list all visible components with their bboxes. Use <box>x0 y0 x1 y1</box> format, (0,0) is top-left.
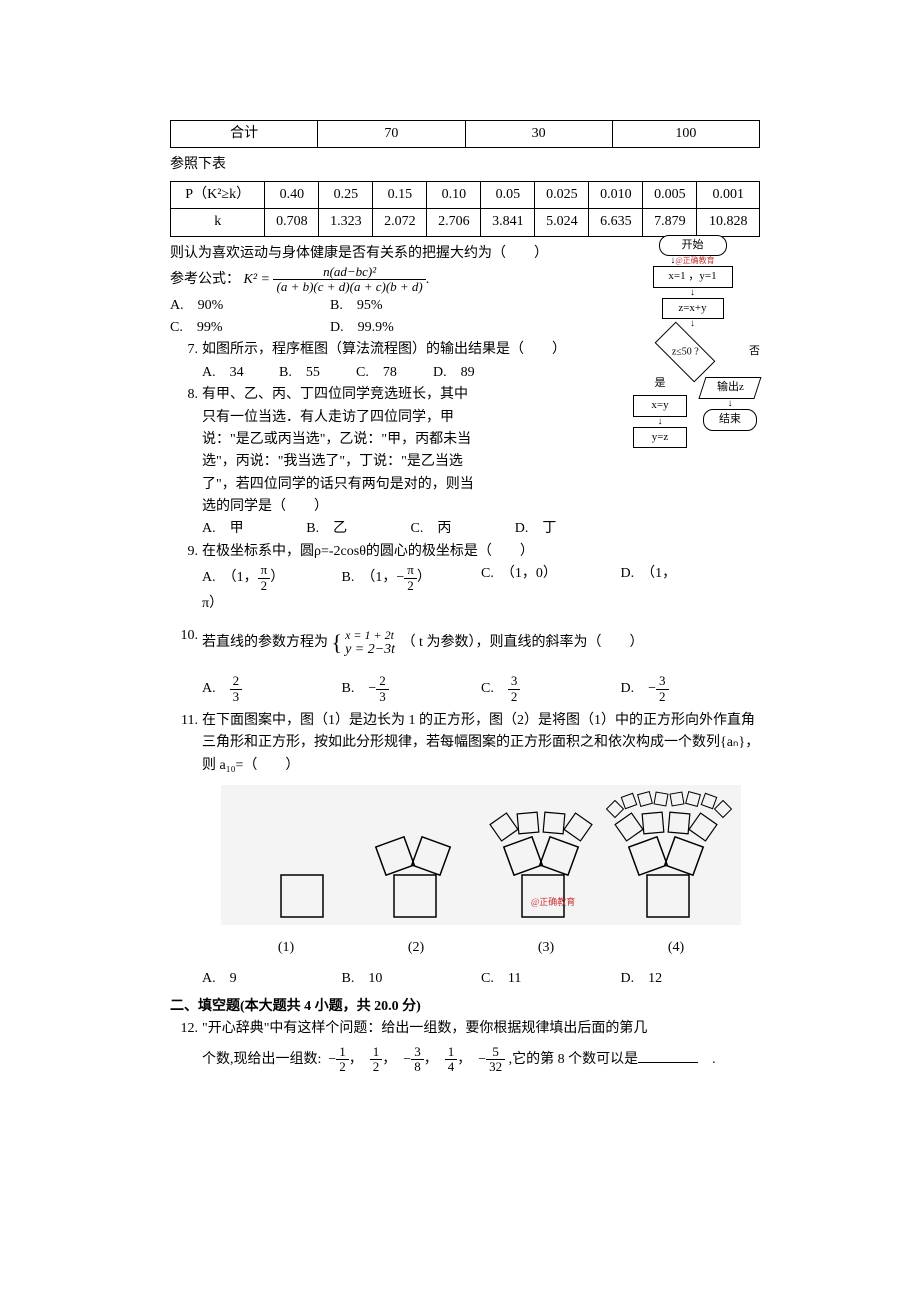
question-options: A. （1，π2） B. （1，−π2） C. （1，0） D. （1， <box>202 563 760 593</box>
option-d: D. −32 <box>621 674 761 704</box>
option-c: C. 78 <box>356 362 433 384</box>
arrow-down-icon: ↓ <box>625 419 695 425</box>
cell: 5.024 <box>535 209 589 236</box>
flow-no-label: 否 <box>749 343 760 361</box>
option-d: D. 99.9% <box>330 317 490 339</box>
question-stem: 在极坐标系中，圆ρ=-2cosθ的圆心的极坐标是（ ） <box>202 541 760 563</box>
cell: 3.841 <box>481 209 535 236</box>
flow-step: y=z <box>633 427 687 449</box>
question-number: 12. <box>170 1018 202 1040</box>
cell: 70 <box>318 121 465 148</box>
option-b: B. （1，−π2） <box>342 563 482 593</box>
option-a: A. 90% <box>170 295 330 317</box>
question-number: 9. <box>170 541 202 563</box>
reference-note: 参照下表 <box>170 154 760 176</box>
question-stem-line2: 个数,现给出一组数: −12， 12， −38， 14， −532 ,它的第 8… <box>202 1045 760 1075</box>
cell: 30 <box>465 121 612 148</box>
probability-table: P（K²≥k） 0.40 0.25 0.15 0.10 0.05 0.025 0… <box>170 181 760 237</box>
cell: 2.072 <box>373 209 427 236</box>
option-a: A. 23 <box>202 674 342 704</box>
cell: 0.010 <box>589 181 643 208</box>
question-9: 9. 在极坐标系中，圆ρ=-2cosθ的圆心的极坐标是（ ） A. （1，π2）… <box>170 541 760 615</box>
section-2-title: 二、填空题(本大题共 4 小题，共 20.0 分) <box>170 996 760 1018</box>
option-b: B. 乙 <box>306 518 410 540</box>
cell: 0.05 <box>481 181 535 208</box>
option-d: D. 丁 <box>515 518 619 540</box>
cell: 100 <box>612 121 759 148</box>
caption: (3) <box>538 937 554 959</box>
question-12: 12. "开心辞典"中有这样个问题：给出一组数，要你根据规律填出后面的第几 个数… <box>170 1018 760 1074</box>
option-c: C. 丙 <box>411 518 515 540</box>
flow-end: 结束 <box>703 409 757 431</box>
caption: (1) <box>278 937 294 959</box>
option-d-continued: π） <box>202 593 760 615</box>
cell: 0.25 <box>319 181 373 208</box>
flow-step: x=y <box>633 395 687 417</box>
question-10: 10. 若直线的参数方程为 {x = 1 + 2ty = 2−3t （ t 为参… <box>170 625 760 704</box>
cell: k <box>171 209 265 236</box>
caption: (2) <box>408 937 424 959</box>
option-a: A. 甲 <box>202 518 306 540</box>
question-stem-line1: "开心辞典"中有这样个问题：给出一组数，要你根据规律填出后面的第几 <box>202 1018 760 1040</box>
cell: 0.40 <box>265 181 319 208</box>
question-options: A. 甲 B. 乙 C. 丙 D. 丁 <box>202 518 619 540</box>
question-stem: 有甲、乙、丙、丁四位同学竞选班长，其中只有一位当选．有人走访了四位同学，甲说："… <box>202 384 619 518</box>
question-number: 11. <box>170 710 202 732</box>
answer-blank <box>638 1048 698 1063</box>
arrow-down-icon: ↓ <box>625 290 760 296</box>
option-a: A. 34 <box>202 362 279 384</box>
option-c: C. 11 <box>481 968 621 990</box>
flowchart: 开始 ↓@正确教育 x=1 ，y=1 ↓ z=x+y ↓ z≤50 ? 否 是 … <box>625 233 760 451</box>
option-d: D. （1， <box>621 563 761 593</box>
flow-init: x=1 ，y=1 <box>653 266 733 288</box>
option-d: D. 89 <box>433 362 552 384</box>
question-11: 11. 在下面图案中，图（1）是边长为 1 的正方形，图（2）是将图（1）中的正… <box>170 710 760 990</box>
option-c: C. （1，0） <box>481 563 621 593</box>
fractal-figure: @正确教育 <box>221 785 741 935</box>
option-b: B. 10 <box>342 968 482 990</box>
cell: P（K²≥k） <box>171 181 265 208</box>
question-7: 7. 如图所示，程序框图（算法流程图）的输出结果是（ ） A. 34 B. 55… <box>170 339 619 384</box>
question-stem: 在下面图案中，图（1）是边长为 1 的正方形，图（2）是将图（1）中的正方形向外… <box>202 710 760 777</box>
cell: 0.15 <box>373 181 427 208</box>
option-b: B. 55 <box>279 362 356 384</box>
question-number: 7. <box>170 339 202 361</box>
summary-table: 合计 70 30 100 <box>170 120 760 148</box>
option-a: A. （1，π2） <box>202 563 342 593</box>
cell: 2.706 <box>427 209 481 236</box>
flow-yes-label: 是 <box>625 375 695 393</box>
flow-output: 输出z <box>698 377 761 399</box>
question-number: 8. <box>170 384 202 406</box>
flow-decision: z≤50 ? <box>655 322 716 383</box>
flow-start: 开始 <box>659 235 727 257</box>
question-stem: 如图所示，程序框图（算法流程图）的输出结果是（ ） <box>202 339 619 361</box>
flow-step: z=x+y <box>662 298 724 320</box>
figure-captions: (1) (2) (3) (4) <box>221 937 741 959</box>
question-6-options: A. 90% B. 95% C. 99% D. 99.9% <box>170 295 490 340</box>
option-a: A. 9 <box>202 968 342 990</box>
table-row: P（K²≥k） 0.40 0.25 0.15 0.10 0.05 0.025 0… <box>171 181 760 208</box>
question-stem: 若直线的参数方程为 {x = 1 + 2ty = 2−3t （ t 为参数），则… <box>202 625 760 660</box>
question-options: A. 9 B. 10 C. 11 D. 12 <box>202 968 760 990</box>
question-options: A. 34 B. 55 C. 78 D. 89 <box>202 362 552 384</box>
question-options: A. 23 B. −23 C. 32 D. −32 <box>202 674 760 704</box>
cell: 0.10 <box>427 181 481 208</box>
cell: 1.323 <box>319 209 373 236</box>
cell: 0.005 <box>643 181 697 208</box>
option-b: B. −23 <box>342 674 482 704</box>
svg-text:@正确教育: @正确教育 <box>531 896 575 907</box>
option-c: C. 99% <box>170 317 330 339</box>
arrow-down-icon: ↓@正确教育 <box>625 258 760 264</box>
option-c: C. 32 <box>481 674 621 704</box>
caption: (4) <box>668 937 684 959</box>
question-number: 10. <box>170 625 202 647</box>
arrow-down-icon: ↓ <box>700 401 760 407</box>
option-b: B. 95% <box>330 295 490 317</box>
question-8: 8. 有甲、乙、丙、丁四位同学竞选班长，其中只有一位当选．有人走访了四位同学，甲… <box>170 384 619 541</box>
cell: 合计 <box>171 121 318 148</box>
cell: 0.708 <box>265 209 319 236</box>
cell: 0.025 <box>535 181 589 208</box>
cell: 0.001 <box>697 181 760 208</box>
option-d: D. 12 <box>621 968 761 990</box>
